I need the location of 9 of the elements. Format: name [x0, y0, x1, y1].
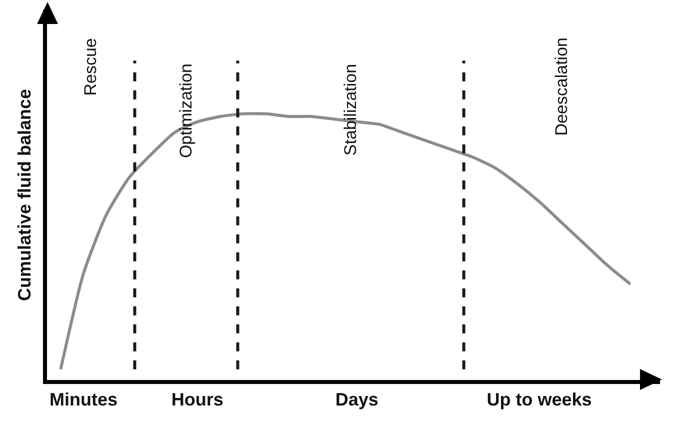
- annotation: Deescalation: [552, 38, 571, 136]
- x-tick-label: Minutes: [49, 390, 118, 410]
- text: Rescue: [80, 38, 100, 96]
- x-tick-label: Days: [335, 390, 378, 410]
- annotation: Optimization: [176, 64, 196, 158]
- annotation: Stabilization: [340, 64, 360, 156]
- y-axis-title: Cumulative fluid balance: [14, 88, 35, 302]
- x-tick-label: Hours: [171, 390, 224, 410]
- x-tick-label: Up to weeks: [486, 390, 592, 410]
